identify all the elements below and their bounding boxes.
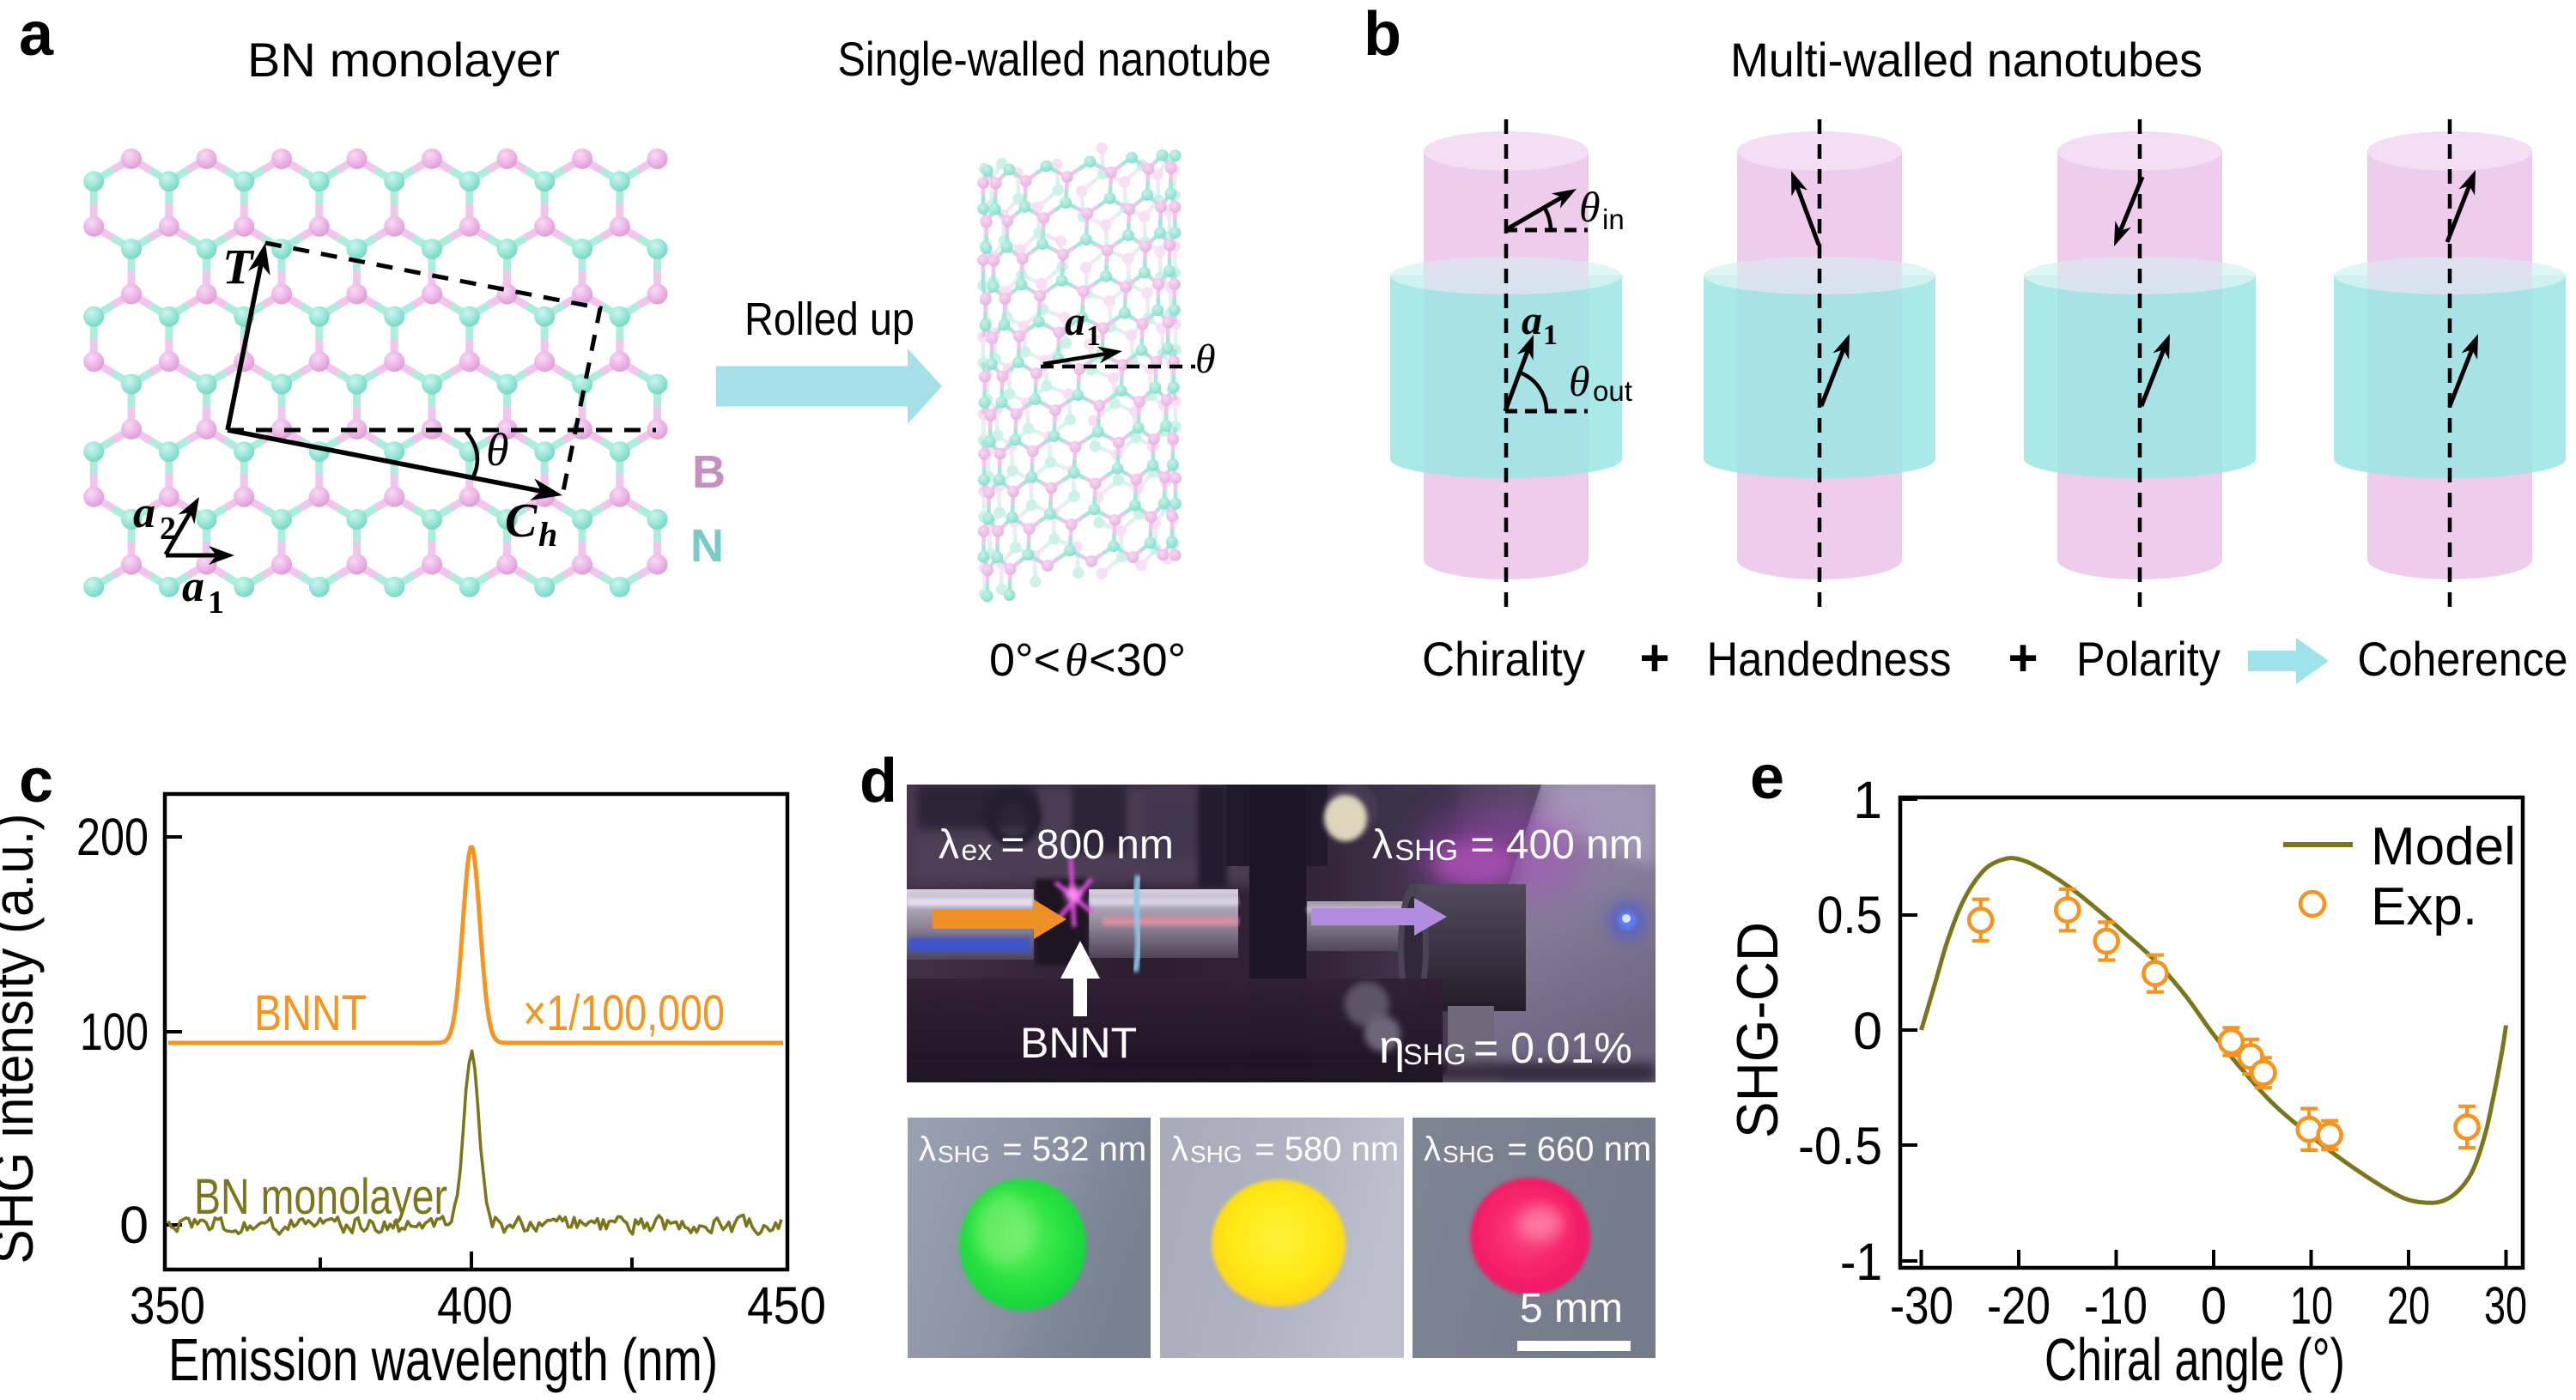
svg-text:BN monolayer: BN monolayer — [194, 1169, 447, 1225]
svg-text:a: a — [182, 562, 204, 611]
svg-text:λ: λ — [939, 822, 959, 868]
svg-text:-0.5: -0.5 — [1798, 1117, 1882, 1175]
svg-text:+: + — [1639, 629, 1669, 687]
svg-text:θ: θ — [1579, 183, 1601, 231]
svg-text:Rolled up: Rolled up — [744, 294, 914, 345]
svg-text:Single-walled nanotube: Single-walled nanotube — [838, 32, 1272, 86]
svg-text:1: 1 — [1086, 320, 1101, 352]
svg-text:h: h — [538, 515, 557, 554]
svg-text:θ: θ — [1065, 634, 1088, 686]
svg-text:η: η — [1379, 1021, 1405, 1073]
svg-text:Chirality: Chirality — [1422, 632, 1585, 686]
svg-text:a: a — [1522, 298, 1542, 343]
svg-text:in: in — [1602, 203, 1625, 235]
svg-text:λ: λ — [1424, 1130, 1441, 1168]
svg-text:= 400 nm: = 400 nm — [1470, 822, 1643, 868]
svg-text:SHG: SHG — [938, 1141, 990, 1167]
svg-text:out: out — [1593, 375, 1632, 407]
svg-text:BNNT: BNNT — [1020, 1019, 1137, 1067]
svg-text:= 532 nm: = 532 nm — [1002, 1130, 1146, 1168]
svg-text:1: 1 — [208, 585, 224, 621]
svg-text:SHG-CD: SHG-CD — [1725, 922, 1790, 1138]
svg-text:Coherence: Coherence — [2358, 632, 2568, 686]
svg-text:= 800 nm: = 800 nm — [1000, 822, 1173, 868]
svg-text:SHG: SHG — [1403, 1039, 1467, 1071]
svg-text:0.5: 0.5 — [1817, 886, 1882, 944]
svg-text:200: 200 — [76, 808, 149, 866]
svg-text:-10: -10 — [2084, 1276, 2148, 1335]
svg-text:e: e — [1750, 743, 1784, 812]
svg-text:350: 350 — [130, 1276, 205, 1335]
svg-text:c: c — [19, 747, 53, 815]
svg-text:Handedness: Handedness — [1707, 632, 1952, 686]
svg-text:a: a — [133, 488, 155, 537]
svg-text:λ: λ — [1372, 822, 1393, 868]
svg-text:Multi-walled nanotubes: Multi-walled nanotubes — [1730, 33, 2202, 87]
svg-text:Model: Model — [2371, 817, 2516, 876]
svg-text:450: 450 — [747, 1276, 826, 1335]
svg-text:SHG intensity (a.u.): SHG intensity (a.u.) — [0, 814, 45, 1264]
svg-text:ex: ex — [961, 834, 992, 867]
svg-text:5 mm: 5 mm — [1520, 1286, 1623, 1331]
svg-text:1: 1 — [1853, 771, 1882, 829]
svg-text:<30°: <30° — [1089, 634, 1186, 686]
svg-text:Polarity: Polarity — [2076, 632, 2221, 686]
svg-text:B: B — [692, 446, 726, 498]
svg-text:2: 2 — [160, 511, 176, 547]
svg-text:a: a — [19, 0, 54, 69]
svg-text:a: a — [1065, 299, 1085, 344]
svg-text:N: N — [690, 520, 724, 572]
svg-text:400: 400 — [437, 1276, 513, 1335]
svg-text:SHG: SHG — [1443, 1141, 1495, 1167]
svg-text:= 0.01%: = 0.01% — [1473, 1024, 1632, 1072]
svg-text:C: C — [505, 494, 538, 548]
svg-text:-1: -1 — [1840, 1233, 1882, 1291]
svg-text:θ: θ — [486, 424, 509, 476]
svg-text:-20: -20 — [1987, 1276, 2050, 1335]
svg-text:Emission wavelength (nm): Emission wavelength (nm) — [168, 1326, 718, 1393]
svg-text:= 580 nm: = 580 nm — [1255, 1130, 1399, 1168]
svg-text:20: 20 — [2387, 1276, 2430, 1335]
svg-text:λ: λ — [1171, 1130, 1188, 1168]
svg-text:×1/100,000: ×1/100,000 — [523, 985, 725, 1041]
svg-text:SHG: SHG — [1190, 1141, 1242, 1167]
svg-text:0: 0 — [1853, 1002, 1882, 1060]
svg-text:SHG: SHG — [1394, 834, 1458, 867]
svg-text:T: T — [222, 239, 255, 294]
svg-text:Chiral angle (°): Chiral angle (°) — [2044, 1326, 2345, 1393]
svg-text:d: d — [860, 747, 897, 815]
svg-text:100: 100 — [80, 1003, 149, 1061]
svg-text:Exp.: Exp. — [2371, 877, 2477, 936]
svg-text:θ: θ — [1569, 357, 1590, 405]
svg-text:θ: θ — [1195, 336, 1216, 382]
svg-text:0: 0 — [119, 1196, 149, 1254]
svg-text:0°<: 0°< — [989, 634, 1060, 686]
svg-text:1: 1 — [1543, 319, 1558, 351]
svg-text:+: + — [2008, 629, 2038, 687]
svg-text:b: b — [1364, 0, 1401, 69]
svg-text:30: 30 — [2484, 1276, 2527, 1335]
svg-text:10: 10 — [2290, 1276, 2333, 1335]
svg-text:= 660 nm: = 660 nm — [1507, 1130, 1651, 1168]
svg-text:λ: λ — [919, 1130, 936, 1168]
svg-text:0: 0 — [2201, 1276, 2227, 1335]
svg-text:BN monolayer: BN monolayer — [247, 33, 560, 87]
svg-text:BNNT: BNNT — [254, 985, 367, 1041]
svg-text:-30: -30 — [1890, 1276, 1953, 1335]
